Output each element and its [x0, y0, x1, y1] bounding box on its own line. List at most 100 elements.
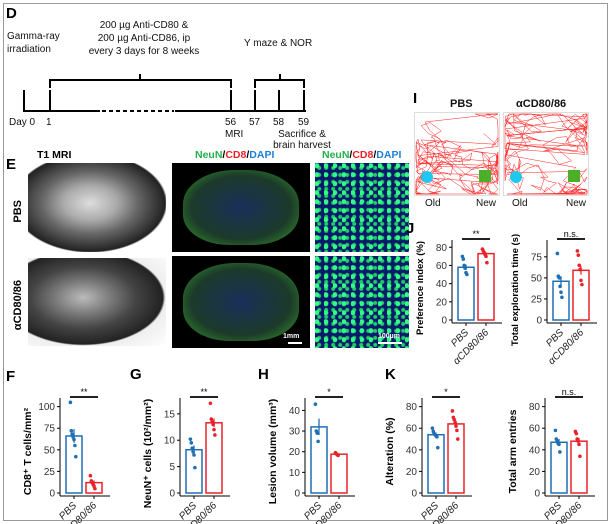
data-point: [485, 260, 489, 265]
neun-label: NeuN: [322, 149, 350, 161]
day-label-56: 56: [225, 117, 237, 128]
y-axis-label: Alteration (%): [384, 417, 396, 485]
y-tick-label: 0: [294, 489, 300, 500]
y-tick-label: 30: [289, 427, 301, 438]
y-tick-label: 40: [289, 406, 301, 417]
significance-label: **: [200, 387, 208, 397]
data-point: [462, 263, 466, 268]
y-tick-label: 75: [531, 252, 543, 263]
y-tick-label: 15: [164, 409, 176, 420]
data-point: [455, 428, 459, 433]
y-tick-label: 100: [38, 402, 55, 413]
data-point: [578, 267, 582, 272]
panel-label-k: K: [385, 366, 396, 383]
data-point: [463, 266, 467, 270]
old-object-icon: [510, 171, 522, 183]
y-tick-label: 80: [436, 243, 448, 254]
y-tick-label: 10: [289, 468, 301, 479]
row-label-acd: αCD80/86: [12, 280, 24, 331]
y-axis-label: NeuN⁺ cells (10²/mm²): [142, 399, 154, 508]
data-point: [313, 402, 318, 406]
y-tick-label: 60: [529, 424, 541, 435]
data-point: [575, 249, 580, 253]
stain-header-2: NeuN/CD8/DAPI: [322, 149, 401, 161]
y-tick-label: 5: [169, 462, 175, 473]
brain-section-acd: [172, 256, 310, 348]
data-point: [74, 454, 78, 459]
cd8-label: CD8: [352, 149, 374, 161]
data-point: [557, 442, 561, 447]
irradiation-text-1: Gamma-ray: [7, 31, 60, 42]
harvest-label-2: brain harvest: [273, 140, 331, 151]
data-point: [336, 453, 340, 458]
row-label-pbs: PBS: [12, 200, 24, 223]
data-point: [461, 257, 466, 261]
panel-label-f: F: [6, 368, 16, 385]
new-object-icon: [568, 170, 580, 182]
y-tick-label: 50: [44, 445, 56, 456]
y-tick-label: 25: [44, 467, 56, 478]
old-label-pbs: Old: [425, 198, 441, 209]
bar-acd: [570, 440, 588, 494]
old-object-icon: [421, 171, 433, 183]
data-point: [208, 401, 213, 406]
day-label-59: 59: [298, 117, 310, 128]
y-tick-label: 0: [441, 316, 447, 327]
track-svg: [415, 113, 499, 195]
panel-label-h: H: [258, 366, 269, 383]
y-tick-label: 40: [529, 445, 541, 456]
scale-bar-1mm: [288, 342, 302, 344]
track-title-acd: αCD80/86: [516, 98, 567, 110]
track-title-pbs: PBS: [450, 98, 473, 110]
data-point: [211, 422, 215, 427]
dapi-label: DAPI: [249, 149, 275, 161]
data-point: [560, 295, 564, 300]
data-point: [72, 437, 76, 442]
data-point: [558, 450, 562, 454]
data-point: [460, 254, 465, 259]
new-object-icon: [479, 170, 491, 182]
y-tick-label: 20: [406, 467, 418, 478]
data-point: [430, 426, 435, 431]
scale-label-100um: 100µm: [378, 333, 400, 340]
data-point: [436, 445, 440, 450]
dapi-label: DAPI: [376, 149, 402, 161]
y-axis-label: CD8⁺ T cells/mm²: [22, 407, 34, 495]
data-point: [452, 417, 456, 422]
y-tick-label: 0: [411, 489, 417, 500]
t1-mri-header: T1 MRI: [37, 149, 72, 161]
timeline-ticks: [49, 90, 305, 111]
data-point: [555, 251, 560, 256]
high-mag-acd: [315, 256, 409, 348]
high-mag-pbs: [315, 163, 409, 252]
bar-acd: [205, 422, 223, 494]
data-point: [93, 486, 97, 491]
y-axis-label: Total exploration time (s): [510, 234, 521, 346]
y-tick-label: 25: [531, 294, 543, 305]
y-tick-label: 0: [536, 316, 542, 327]
data-point: [450, 409, 455, 413]
data-point: [559, 290, 563, 295]
bar-pbs: [550, 441, 568, 494]
sep: /: [222, 149, 226, 161]
data-point: [315, 431, 319, 435]
sep: /: [349, 149, 353, 161]
behavior-text: Y maze & NOR: [244, 38, 313, 49]
data-point: [193, 465, 197, 470]
y-tick-label: 0: [169, 489, 175, 500]
timeline-diagram: [23, 74, 306, 112]
y-tick-label: 80: [529, 402, 541, 413]
data-point: [553, 428, 558, 433]
y-tick-label: 20: [529, 467, 541, 478]
treatment-text-1: 200 µg Anti-CD80 &: [99, 20, 189, 31]
old-label-acd: Old: [512, 198, 528, 209]
bar-acd: [572, 269, 590, 321]
scale-label-1mm: 1mm: [283, 333, 300, 340]
bar-pbs: [427, 433, 445, 494]
